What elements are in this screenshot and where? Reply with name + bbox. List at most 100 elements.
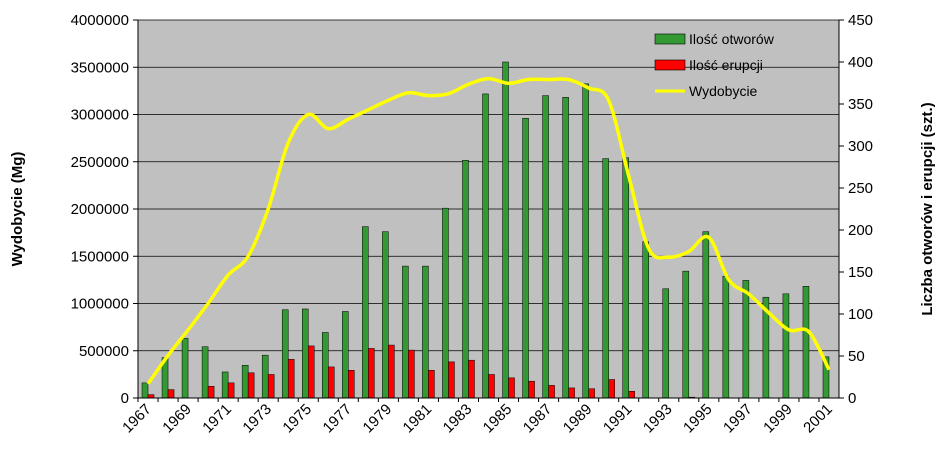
bar-erupcje: [348, 370, 355, 399]
bar-otwory: [281, 309, 289, 399]
bar-otwory: [622, 157, 629, 399]
bar-otwory: [221, 371, 229, 399]
bar-erupcje: [448, 361, 455, 399]
x-tick-label: 1987: [520, 401, 556, 437]
bar-otwory: [482, 93, 489, 399]
right-axis-ticks: 0 50 100 150 200 250 300 350 400 450: [839, 12, 873, 407]
x-tick-label: 1979: [360, 401, 396, 437]
bar-otwory: [742, 280, 750, 399]
legend-label: Wydobycie: [689, 83, 758, 99]
bar-otwory: [382, 231, 389, 399]
x-tick-label: 1975: [279, 401, 315, 437]
x-tick-label: 1995: [680, 401, 716, 437]
bar-otwory: [782, 293, 790, 399]
bar-otwory: [442, 207, 449, 399]
bar-otwory: [722, 275, 730, 399]
bar-otwory: [542, 95, 549, 399]
bar-erupcje: [588, 388, 595, 399]
bar-erupcje: [147, 394, 155, 399]
bar-erupcje: [307, 345, 315, 399]
legend-label: Ilość erupcji: [689, 57, 763, 73]
x-tick-label: 1977: [320, 401, 356, 437]
bar-erupcje: [167, 389, 175, 399]
x-tick-label: 2001: [800, 401, 836, 437]
x-axis-ticks: 1967 1969 1971 1973 1975 1977 1979 1981 1983 1985…: [119, 398, 836, 436]
bar-erupcje: [508, 377, 515, 399]
bar-otwory: [201, 346, 209, 399]
x-tick-label: 1985: [480, 401, 516, 437]
left-tick-label: 1500000: [71, 248, 129, 265]
left-tick-label: 2000000: [71, 201, 129, 218]
x-tick-label: 1969: [159, 401, 195, 437]
bar-erupcje: [608, 379, 615, 399]
x-tick-label: 1981: [400, 401, 436, 437]
left-axis-ticks: 0 500000 1000000 1500000 2000000 2500000 30000…: [71, 12, 138, 407]
left-axis-title: Wydobycie (Mg): [9, 152, 26, 267]
left-tick-label: 1000000: [71, 296, 129, 313]
bar-erupcje: [227, 382, 235, 399]
x-tick-label: 1973: [239, 401, 275, 437]
bar-otwory: [602, 158, 609, 399]
x-tick-label: 1971: [199, 401, 235, 437]
bar-erupcje: [428, 370, 435, 399]
bar-erupcje: [568, 387, 575, 399]
right-tick-label: 300: [848, 138, 873, 155]
legend: Ilość otworów Ilość erupcji Wydobycie: [654, 31, 775, 99]
bar-erupcje: [628, 391, 635, 399]
right-tick-label: 250: [848, 180, 873, 197]
bar-otwory: [642, 241, 649, 399]
left-tick-label: 4000000: [71, 12, 129, 29]
left-tick-label: 3500000: [71, 59, 129, 76]
right-tick-label: 200: [848, 222, 873, 239]
bar-otwory: [682, 270, 690, 399]
bar-otwory: [702, 231, 710, 399]
bar-otwory: [462, 160, 469, 399]
bar-otwory: [402, 265, 409, 399]
legend-swatch: [654, 33, 686, 45]
bar-otwory: [522, 118, 529, 399]
left-tick-label: 0: [121, 390, 129, 407]
right-tick-label: 0: [848, 390, 856, 407]
right-tick-label: 100: [848, 306, 873, 323]
right-tick-label: 450: [848, 12, 873, 29]
left-tick-label: 3000000: [71, 107, 129, 124]
bar-erupcje: [548, 385, 555, 399]
x-tick-label: 1991: [600, 401, 636, 437]
bar-erupcje: [207, 385, 215, 399]
x-tick-label: 1993: [640, 401, 676, 437]
bar-otwory: [502, 61, 509, 399]
bar-otwory: [562, 97, 569, 399]
bar-otwory: [141, 382, 149, 399]
bar-erupcje: [408, 349, 415, 399]
bar-otwory: [662, 288, 670, 399]
right-tick-label: 150: [848, 264, 873, 281]
series-line-wydobycie: [146, 76, 831, 385]
bar-series: [141, 61, 830, 399]
right-tick-label: 50: [848, 348, 865, 365]
bar-erupcje: [247, 372, 255, 399]
legend-swatch: [654, 59, 686, 71]
right-tick-label: 400: [848, 54, 873, 71]
bar-erupcje: [488, 374, 495, 399]
bar-otwory: [301, 308, 309, 399]
x-tick-label: 1983: [440, 401, 476, 437]
bar-otwory: [342, 311, 349, 399]
bar-erupcje: [368, 348, 375, 399]
left-tick-label: 2500000: [71, 154, 129, 171]
left-tick-label: 500000: [79, 343, 129, 360]
bar-otwory: [422, 265, 429, 399]
bar-otwory: [261, 354, 269, 399]
bar-erupcje: [528, 380, 535, 399]
right-tick-label: 350: [848, 96, 873, 113]
bar-otwory: [181, 338, 189, 399]
bar-erupcje: [328, 366, 335, 399]
bar-otwory: [362, 226, 369, 399]
bar-erupcje: [267, 374, 275, 399]
bar-otwory: [582, 83, 589, 399]
bar-erupcje: [287, 359, 295, 399]
right-axis-title: Liczba otworów i erupcji (szt.): [919, 102, 936, 315]
bar-otwory: [241, 364, 249, 399]
x-tick-label: 1989: [560, 401, 596, 437]
bar-erupcje: [388, 344, 395, 399]
